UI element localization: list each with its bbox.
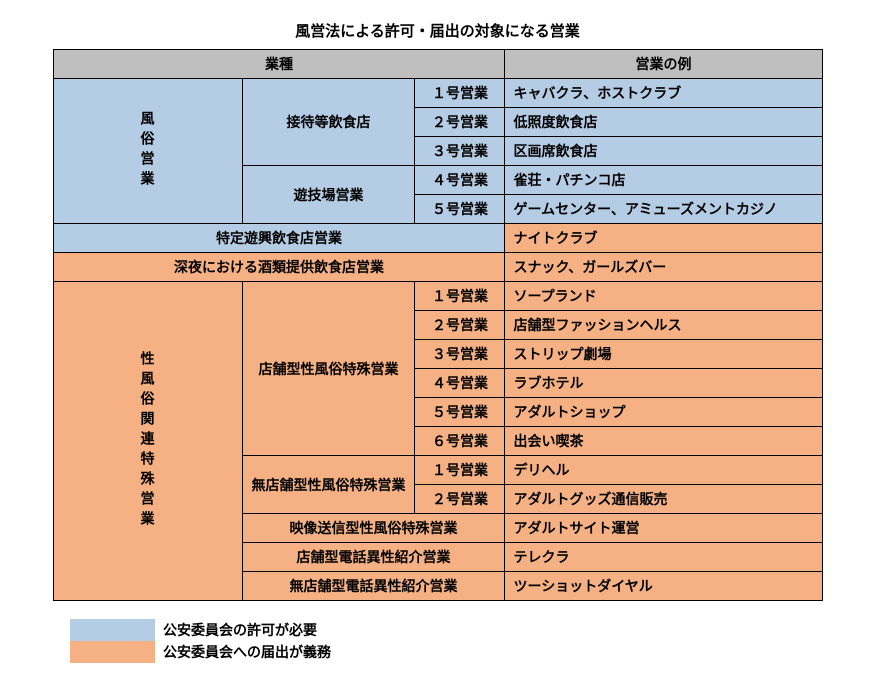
example-cell: キャバクラ、ホストクラブ [505,79,822,108]
example-cell: スナック、ガールズバー [505,253,822,282]
num-cell: ４号営業 [415,166,505,195]
legend-row: 公安委員会の許可が必要 [70,619,855,641]
example-cell: アダルトグッズ通信販売 [505,485,822,514]
num-cell: ５号営業 [415,398,505,427]
num-cell: ２号営業 [415,311,505,340]
col-example: 営業の例 [505,50,822,79]
legend: 公安委員会の許可が必要 公安委員会への届出が義務 [70,619,855,663]
business-table: 業種 営業の例 風俗営業 接待等飲食店 １号営業 キャバクラ、ホストクラブ ２号… [53,49,823,601]
subcat-full: 店舗型電話異性紹介営業 [242,543,505,572]
num-cell: ２号営業 [415,485,505,514]
example-cell: ソープランド [505,282,822,311]
page-title: 風営法による許可・届出の対象になる営業 [20,20,855,41]
example-cell: 区画席飲食店 [505,137,822,166]
example-cell: 店舗型ファッションヘルス [505,311,822,340]
legend-swatch-orange [70,641,155,663]
example-cell: 雀荘・パチンコ店 [505,166,822,195]
subcat-full: 特定遊興飲食店営業 [53,224,505,253]
subcat-full: 映像送信型性風俗特殊営業 [242,514,505,543]
subcat: 無店舗型性風俗特殊営業 [242,456,415,514]
subcat: 接待等飲食店 [242,79,415,166]
legend-swatch-blue [70,619,155,641]
example-cell: アダルトサイト運営 [505,514,822,543]
num-cell: １号営業 [415,456,505,485]
num-cell: １号営業 [415,79,505,108]
subcat: 遊技場営業 [242,166,415,224]
subcat: 店舗型性風俗特殊営業 [242,282,415,456]
subcat-full: 深夜における酒類提供飲食店営業 [53,253,505,282]
example-cell: ラブホテル [505,369,822,398]
example-cell: ストリップ劇場 [505,340,822,369]
example-cell: デリヘル [505,456,822,485]
num-cell: ２号営業 [415,108,505,137]
num-cell: ６号営業 [415,427,505,456]
legend-label: 公安委員会の許可が必要 [163,620,317,640]
example-cell: 出会い喫茶 [505,427,822,456]
example-cell: アダルトショップ [505,398,822,427]
group-label-seifuzoku: 性風俗関連特殊営業 [53,282,242,601]
example-cell: 低照度飲食店 [505,108,822,137]
num-cell: ４号営業 [415,369,505,398]
example-cell: ナイトクラブ [505,224,822,253]
num-cell: ５号営業 [415,195,505,224]
col-type: 業種 [53,50,505,79]
legend-row: 公安委員会への届出が義務 [70,641,855,663]
legend-label: 公安委員会への届出が義務 [163,642,331,662]
example-cell: ツーショットダイヤル [505,572,822,601]
example-cell: ゲームセンター、アミューズメントカジノ [505,195,822,224]
example-cell: テレクラ [505,543,822,572]
num-cell: ３号営業 [415,137,505,166]
num-cell: ３号営業 [415,340,505,369]
num-cell: １号営業 [415,282,505,311]
group-label-fuzoku: 風俗営業 [53,79,242,224]
subcat-full: 無店舗型電話異性紹介営業 [242,572,505,601]
